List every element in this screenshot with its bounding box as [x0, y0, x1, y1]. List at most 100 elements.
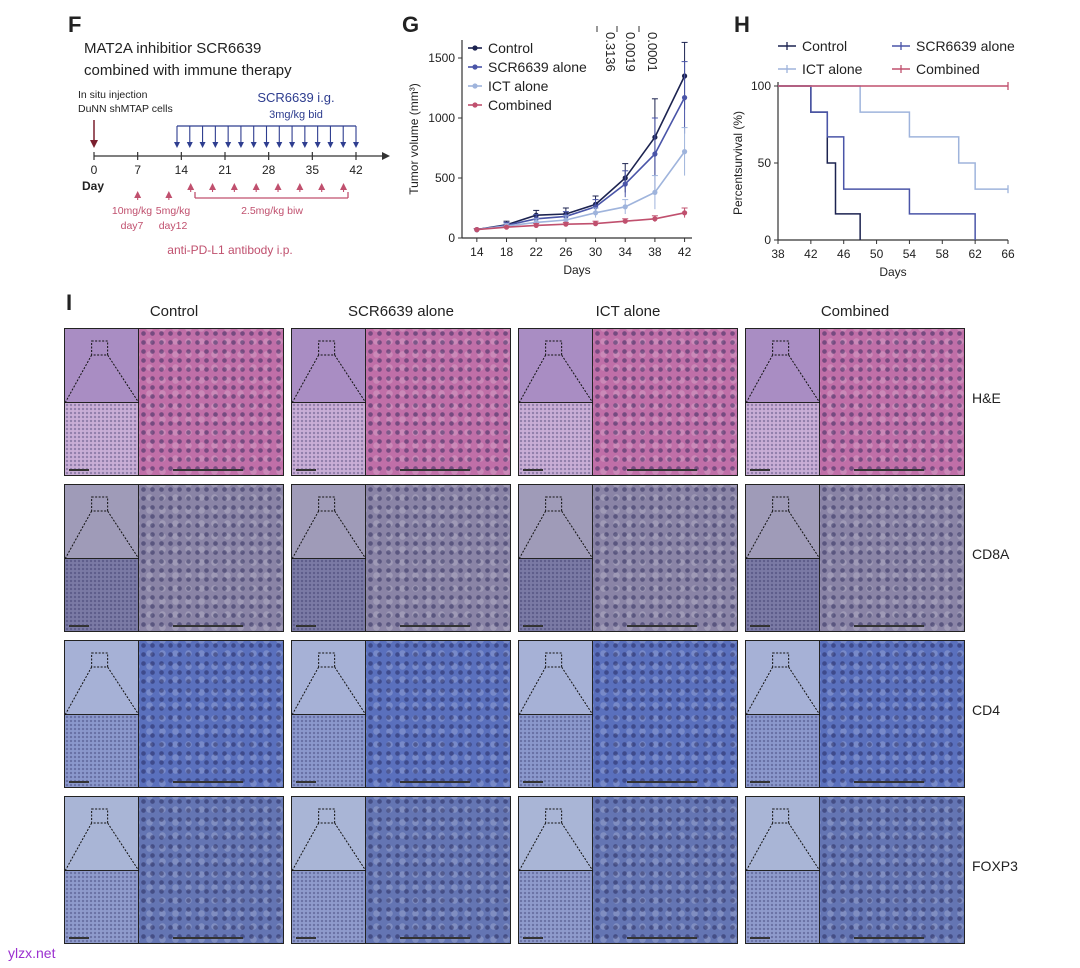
- histology-tile: [64, 796, 284, 944]
- high-mag-image: [593, 485, 737, 631]
- scale-bar: [296, 937, 316, 939]
- low-mag-image: [746, 871, 820, 943]
- zoom-indicator: [746, 340, 820, 403]
- row-label: FOXP3: [972, 858, 1018, 874]
- zoom-line: [746, 510, 774, 559]
- zoom-box: [318, 496, 336, 512]
- overview-image: [519, 797, 593, 871]
- zoom-indicator: [519, 808, 593, 871]
- zoom-box: [91, 340, 109, 356]
- scale-bar: [296, 469, 316, 471]
- zoom-line: [746, 354, 774, 403]
- row-label: CD8A: [972, 546, 1010, 562]
- zoom-box: [318, 652, 336, 668]
- histology-tile: [518, 640, 738, 788]
- timeline-tick-label: 35: [306, 163, 320, 177]
- scr-dose: 3mg/kg bid: [269, 109, 323, 121]
- zoom-line: [65, 822, 93, 871]
- overview-image: [519, 329, 593, 403]
- high-mag-image: [366, 329, 510, 475]
- legend-marker: [472, 83, 478, 89]
- histology-tile: [291, 640, 511, 788]
- antibody-arrowhead-icon: [209, 183, 217, 190]
- high-mag-image: [593, 329, 737, 475]
- scr-arrowhead-icon: [289, 142, 296, 148]
- injection-label-1: In situ injection: [78, 89, 148, 101]
- x-tick-label: 30: [589, 245, 603, 259]
- scale-bar: [69, 625, 89, 627]
- scale-bar: [523, 937, 543, 939]
- overview-image: [746, 641, 820, 715]
- legend-label: SCR6639 alone: [916, 38, 1015, 54]
- data-point: [681, 95, 688, 101]
- watermark: ylzx.net: [8, 945, 56, 961]
- x-tick-label: 42: [678, 245, 692, 259]
- high-mag-image: [139, 485, 283, 631]
- histology-tile: [745, 640, 965, 788]
- zoom-line: [519, 354, 547, 403]
- scale-bar: [400, 781, 470, 783]
- pvalue-label: 0.0001: [645, 32, 660, 72]
- high-mag-image: [366, 797, 510, 943]
- data-point: [622, 218, 628, 224]
- zoom-indicator: [292, 652, 366, 715]
- high-mag-image: [593, 641, 737, 787]
- scr-arrowhead-icon: [263, 142, 270, 148]
- low-mag-image: [519, 871, 593, 943]
- pvalue-label: 0.3136: [603, 32, 618, 72]
- dose3-label: 2.5mg/kg biw: [241, 205, 303, 217]
- low-mag-image: [519, 715, 593, 787]
- scale-bar: [173, 625, 243, 627]
- scr-arrowhead-icon: [314, 142, 321, 148]
- scr-arrowhead-icon: [301, 142, 308, 148]
- low-mag-image: [746, 403, 820, 475]
- data-point: [622, 181, 628, 187]
- zoom-line: [107, 822, 139, 871]
- zoom-line: [746, 822, 774, 871]
- y-tick-label: 500: [435, 171, 455, 185]
- timeline-tick-label: 28: [262, 163, 276, 177]
- zoom-line: [561, 354, 593, 403]
- timeline-arrowhead-icon: [382, 152, 390, 160]
- x-axis-label: Days: [879, 265, 906, 279]
- zoom-indicator: [65, 652, 139, 715]
- y-tick-label: 0: [448, 231, 455, 245]
- dose2-line2: day12: [159, 220, 188, 232]
- scale-bar: [854, 469, 924, 471]
- scale-bar: [69, 781, 89, 783]
- zoom-indicator: [519, 652, 593, 715]
- row-label: H&E: [972, 390, 1001, 406]
- overview-image: [519, 485, 593, 559]
- scale-bar: [750, 625, 770, 627]
- y-tick-label: 0: [764, 233, 771, 247]
- panel-g-letter: G: [402, 12, 420, 37]
- histology-tile: [518, 796, 738, 944]
- x-tick-label: 14: [470, 245, 484, 259]
- scr-arrowhead-icon: [340, 142, 347, 148]
- data-point: [533, 222, 539, 228]
- data-point: [652, 216, 658, 222]
- scr-label: SCR6639 i.g.: [257, 90, 334, 105]
- tumor-volume-chart: 0 500 1000 1500 14 18 22 26 30 34 38 42 Days Tumor vo…: [407, 26, 692, 277]
- legend-label: Combined: [916, 61, 980, 77]
- zoom-box: [545, 652, 563, 668]
- panel-f-timeline: In situ injection DuNN shMTAP cells SCR6…: [78, 89, 390, 257]
- y-axis-label: Percentsurvival (%): [731, 111, 745, 215]
- series-line: [476, 97, 686, 231]
- antibody-arrowhead-icon: [252, 183, 260, 190]
- high-mag-image: [820, 641, 964, 787]
- y-axis-label: Tumor volume (mm³): [407, 83, 421, 195]
- high-mag-image: [593, 797, 737, 943]
- zoom-indicator: [65, 808, 139, 871]
- legend-label: Combined: [488, 97, 552, 113]
- low-mag-image: [746, 559, 820, 631]
- histology-tile: [745, 796, 965, 944]
- zoom-line: [292, 354, 320, 403]
- zoom-line: [65, 354, 93, 403]
- histology-tile: [518, 328, 738, 476]
- timeline-tick-label: 7: [134, 163, 141, 177]
- timeline-tick-label: 42: [349, 163, 363, 177]
- scr-arrowhead-icon: [353, 142, 359, 148]
- zoom-indicator: [65, 340, 139, 403]
- zoom-line: [334, 354, 366, 403]
